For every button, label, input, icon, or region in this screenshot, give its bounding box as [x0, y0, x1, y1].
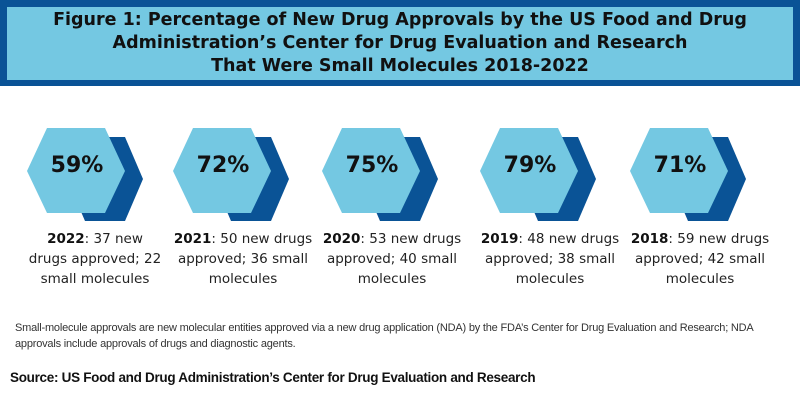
caption: 2021: 50 new drugs approved; 36 small mole…	[163, 229, 323, 289]
caption-year: 2019	[480, 231, 519, 247]
title-banner: Figure 1: Percentage of New Drug Approva…	[0, 0, 800, 86]
hexagon-icon	[322, 128, 438, 221]
caption: 2018: 59 new drugs approved; 42 small mole…	[620, 229, 780, 289]
caption-year: 2018	[630, 231, 669, 247]
caption: 2022: 37 new drugs approved; 22 small mole…	[15, 229, 175, 289]
hexagon	[322, 128, 420, 213]
hexagon	[480, 128, 578, 213]
caption: 2020: 53 new drugs approved; 40 small mole…	[312, 229, 472, 289]
caption-year: 2022	[47, 231, 85, 247]
title-banner-inner: Figure 1: Percentage of New Drug Approva…	[7, 7, 793, 80]
percent-value: 79%	[503, 153, 557, 178]
caption-line-a: : 37 new	[84, 231, 143, 247]
caption-line-b: approved; 38 small	[484, 251, 616, 267]
percent-value: 59%	[50, 153, 104, 178]
hexagon-icon	[173, 128, 289, 221]
footnote: Small-molecule approvals are new molecul…	[15, 322, 753, 350]
hexagon-icon	[27, 128, 143, 221]
percent-value: 71%	[653, 153, 707, 178]
percent-value: 75%	[345, 153, 399, 178]
caption-line-a: : 50 new drugs	[211, 231, 313, 247]
caption-line-a: : 48 new drugs	[518, 231, 620, 247]
caption-line-b: approved; 40 small	[326, 251, 458, 267]
title-line-2: Administration’s Center for Drug Evaluat…	[112, 33, 688, 53]
hexagon	[173, 128, 271, 213]
caption-line-b: approved; 36 small	[177, 251, 309, 267]
caption-line-c: small molecules	[40, 271, 150, 287]
caption-line-c: molecules	[357, 271, 427, 287]
hexagon	[27, 128, 125, 213]
caption-line-c: molecules	[515, 271, 585, 287]
title-line-3: That Were Small Molecules 2018-2022	[211, 56, 589, 76]
caption-line-c: molecules	[665, 271, 735, 287]
hexagon	[630, 128, 728, 213]
figure-title: Figure 1: Percentage of New Drug Approva…	[53, 9, 747, 78]
caption-year: 2020	[322, 231, 361, 247]
caption-line-a: : 53 new drugs	[360, 231, 462, 247]
title-line-1: Figure 1: Percentage of New Drug Approva…	[53, 10, 747, 30]
caption-line-b: drugs approved; 22	[28, 251, 162, 267]
hexagon-icon	[480, 128, 596, 221]
caption-line-c: molecules	[208, 271, 278, 287]
caption-year: 2021	[173, 231, 212, 247]
source-note: Source: US Food and Drug Administration’…	[10, 370, 536, 385]
hexagon-icon	[630, 128, 746, 221]
percent-value: 72%	[196, 153, 250, 178]
caption-line-b: approved; 42 small	[634, 251, 766, 267]
caption-line-a: : 59 new drugs	[668, 231, 770, 247]
caption: 2019: 48 new drugs approved; 38 small mole…	[470, 229, 630, 289]
